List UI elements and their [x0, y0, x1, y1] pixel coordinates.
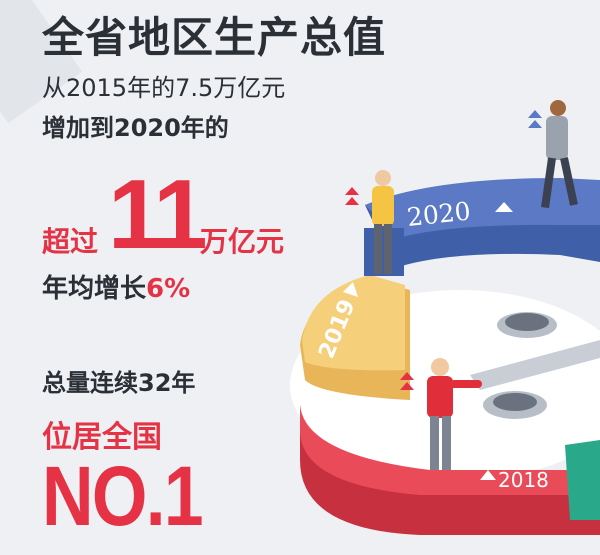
subtitle-to-2020: 增加到2020年的: [42, 114, 229, 142]
growth-value: 6%: [146, 274, 191, 304]
over-label: 超过: [42, 225, 99, 258]
chevrons-left-icon: [345, 187, 414, 390]
ring-2020-top: [365, 178, 600, 238]
rank-number: NO.1: [42, 449, 204, 543]
percent-dot-top-hole: [505, 313, 549, 331]
continuous-years: 总量连续32年: [42, 369, 196, 397]
person-pointing: [427, 358, 482, 470]
subtitle-from-2015: 从2015年的7.5万亿元: [42, 74, 286, 102]
arrow-2020-icon: [495, 202, 513, 212]
year-2020-label: 2020: [406, 196, 472, 231]
arrow-2019-icon: [343, 282, 358, 297]
person-walking: [541, 100, 578, 209]
ring-segment-green: [565, 440, 600, 520]
ring-2018-side: [300, 405, 600, 535]
percent-slash: [470, 340, 600, 390]
rank-label: 位居全国: [42, 420, 162, 455]
chevrons-right-icon: [528, 110, 542, 128]
growth-rate: 年均增长6%: [42, 268, 190, 305]
ring-2019-top: [302, 275, 405, 371]
growth-prefix: 年均增长: [42, 274, 147, 304]
year-2018-label: 2018: [498, 468, 549, 492]
percent-dot-bottom-hole: [493, 393, 537, 411]
arrow-2018-icon: [480, 470, 496, 480]
page-title: 全省地区生产总值: [42, 13, 387, 62]
gdp-big-number: 11: [108, 159, 208, 269]
person-on-phone: [372, 170, 394, 274]
gdp-unit: 万亿元: [200, 225, 285, 258]
ring-2018-top: [300, 405, 600, 495]
